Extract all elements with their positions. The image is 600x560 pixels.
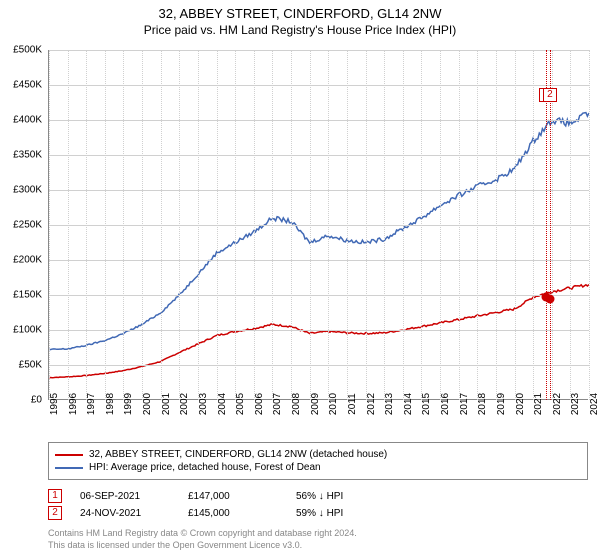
chart-subtitle: Price paid vs. HM Land Registry's House … <box>0 23 600 37</box>
x-axis-label: 2014 <box>403 393 414 415</box>
x-axis-label: 1997 <box>86 393 97 415</box>
y-axis-label: £350K <box>13 150 42 161</box>
y-axis-label: £0 <box>31 395 42 406</box>
row-pct: 56% ↓ HPI <box>296 491 386 502</box>
x-axis-label: 2007 <box>272 393 283 415</box>
table-row: 1 06-SEP-2021 £147,000 56% ↓ HPI <box>48 489 588 503</box>
row-date: 06-SEP-2021 <box>80 491 170 502</box>
series-line-hpi <box>49 113 589 350</box>
x-axis-label: 2002 <box>179 393 190 415</box>
marker-dot-2 <box>545 294 554 303</box>
marker-line-1 <box>546 50 547 400</box>
transaction-table: 1 06-SEP-2021 £147,000 56% ↓ HPI 2 24-NOV-202… <box>48 486 588 523</box>
x-axis-label: 2016 <box>440 393 451 415</box>
y-axis-label: £50K <box>19 360 42 371</box>
chart-plot-area: £0£50K£100K£150K£200K£250K£300K£350K£400… <box>48 50 588 400</box>
footer-line2: This data is licensed under the Open Gov… <box>48 540 588 552</box>
x-axis-label: 2022 <box>552 393 563 415</box>
row-pct: 59% ↓ HPI <box>296 508 386 519</box>
legend-swatch <box>55 454 83 456</box>
x-axis-label: 2009 <box>310 393 321 415</box>
x-axis-label: 2003 <box>198 393 209 415</box>
x-axis-label: 2006 <box>254 393 265 415</box>
x-axis-label: 2005 <box>235 393 246 415</box>
row-date: 24-NOV-2021 <box>80 508 170 519</box>
legend-box: 32, ABBEY STREET, CINDERFORD, GL14 2NW (… <box>48 442 588 480</box>
x-axis-label: 1995 <box>49 393 60 415</box>
x-axis-label: 2008 <box>291 393 302 415</box>
legend-swatch <box>55 467 83 469</box>
table-row: 2 24-NOV-2021 £145,000 59% ↓ HPI <box>48 506 588 520</box>
footer-attribution: Contains HM Land Registry data © Crown c… <box>48 528 588 551</box>
y-axis-label: £500K <box>13 45 42 56</box>
legend-item: 32, ABBEY STREET, CINDERFORD, GL14 2NW (… <box>55 449 581 460</box>
legend-label: 32, ABBEY STREET, CINDERFORD, GL14 2NW (… <box>89 449 387 460</box>
row-marker: 2 <box>48 506 62 520</box>
row-price: £147,000 <box>188 491 278 502</box>
x-axis-label: 2010 <box>328 393 339 415</box>
x-axis-label: 2020 <box>515 393 526 415</box>
marker-box-2: 2 <box>543 88 557 102</box>
y-axis-label: £150K <box>13 290 42 301</box>
footer-line1: Contains HM Land Registry data © Crown c… <box>48 528 588 540</box>
row-price: £145,000 <box>188 508 278 519</box>
x-axis-label: 2012 <box>366 393 377 415</box>
legend-label: HPI: Average price, detached house, Fore… <box>89 462 321 473</box>
x-axis-label: 1998 <box>105 393 116 415</box>
x-axis-label: 2011 <box>347 393 358 415</box>
x-axis-label: 2017 <box>459 393 470 415</box>
x-axis-label: 2019 <box>496 393 507 415</box>
y-axis-label: £400K <box>13 115 42 126</box>
x-axis-label: 2013 <box>384 393 395 415</box>
row-marker: 1 <box>48 489 62 503</box>
x-axis-label: 2001 <box>161 393 172 415</box>
y-axis-label: £450K <box>13 80 42 91</box>
x-axis-label: 2015 <box>421 393 432 415</box>
legend-item: HPI: Average price, detached house, Fore… <box>55 462 581 473</box>
x-axis-label: 2000 <box>142 393 153 415</box>
chart-title: 32, ABBEY STREET, CINDERFORD, GL14 2NW <box>0 6 600 21</box>
x-axis-label: 2024 <box>589 393 600 415</box>
x-axis-label: 2018 <box>477 393 488 415</box>
x-axis-label: 2023 <box>570 393 581 415</box>
y-axis-label: £300K <box>13 185 42 196</box>
x-axis-label: 1996 <box>68 393 79 415</box>
x-axis-label: 1999 <box>123 393 134 415</box>
y-axis-label: £100K <box>13 325 42 336</box>
y-axis-label: £200K <box>13 255 42 266</box>
y-axis-label: £250K <box>13 220 42 231</box>
x-axis-label: 2021 <box>533 393 544 415</box>
x-axis-label: 2004 <box>217 393 228 415</box>
marker-line-2 <box>550 50 551 400</box>
